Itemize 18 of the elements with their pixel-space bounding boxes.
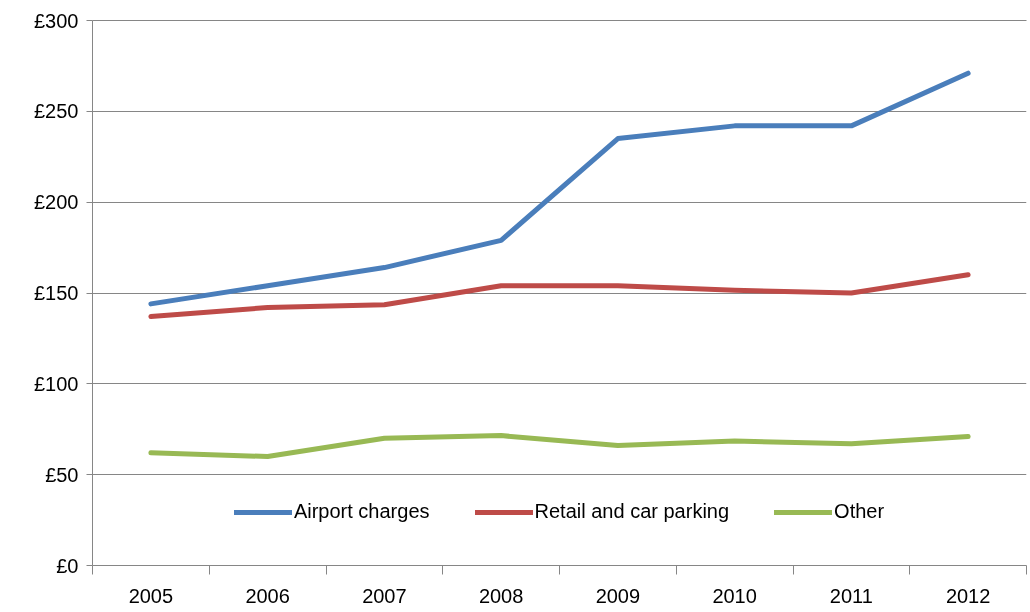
x-tick-label: 2007 bbox=[362, 584, 407, 607]
x-tick-label: 2011 bbox=[829, 584, 873, 607]
y-tick-label: £150 bbox=[34, 282, 79, 304]
legend-label: Airport charges bbox=[293, 500, 430, 523]
legend-label: Retail and car parking bbox=[534, 500, 730, 523]
x-tick-label: 2005 bbox=[128, 584, 174, 607]
legend-label: Other bbox=[834, 500, 885, 523]
x-tick-label: 2009 bbox=[595, 584, 641, 607]
y-tick-label: £300 bbox=[34, 9, 79, 32]
y-tick-label: £200 bbox=[34, 191, 79, 214]
y-tick-label: £0 bbox=[56, 554, 79, 577]
x-tick-label: 2006 bbox=[245, 584, 290, 607]
x-tick-label: 2010 bbox=[712, 584, 757, 607]
y-tick-label: £100 bbox=[34, 372, 79, 395]
y-tick-label: £50 bbox=[45, 463, 79, 486]
y-tick-label: £250 bbox=[34, 100, 79, 123]
x-tick-label: 2008 bbox=[478, 584, 524, 607]
x-tick-label: 2012 bbox=[945, 584, 991, 607]
